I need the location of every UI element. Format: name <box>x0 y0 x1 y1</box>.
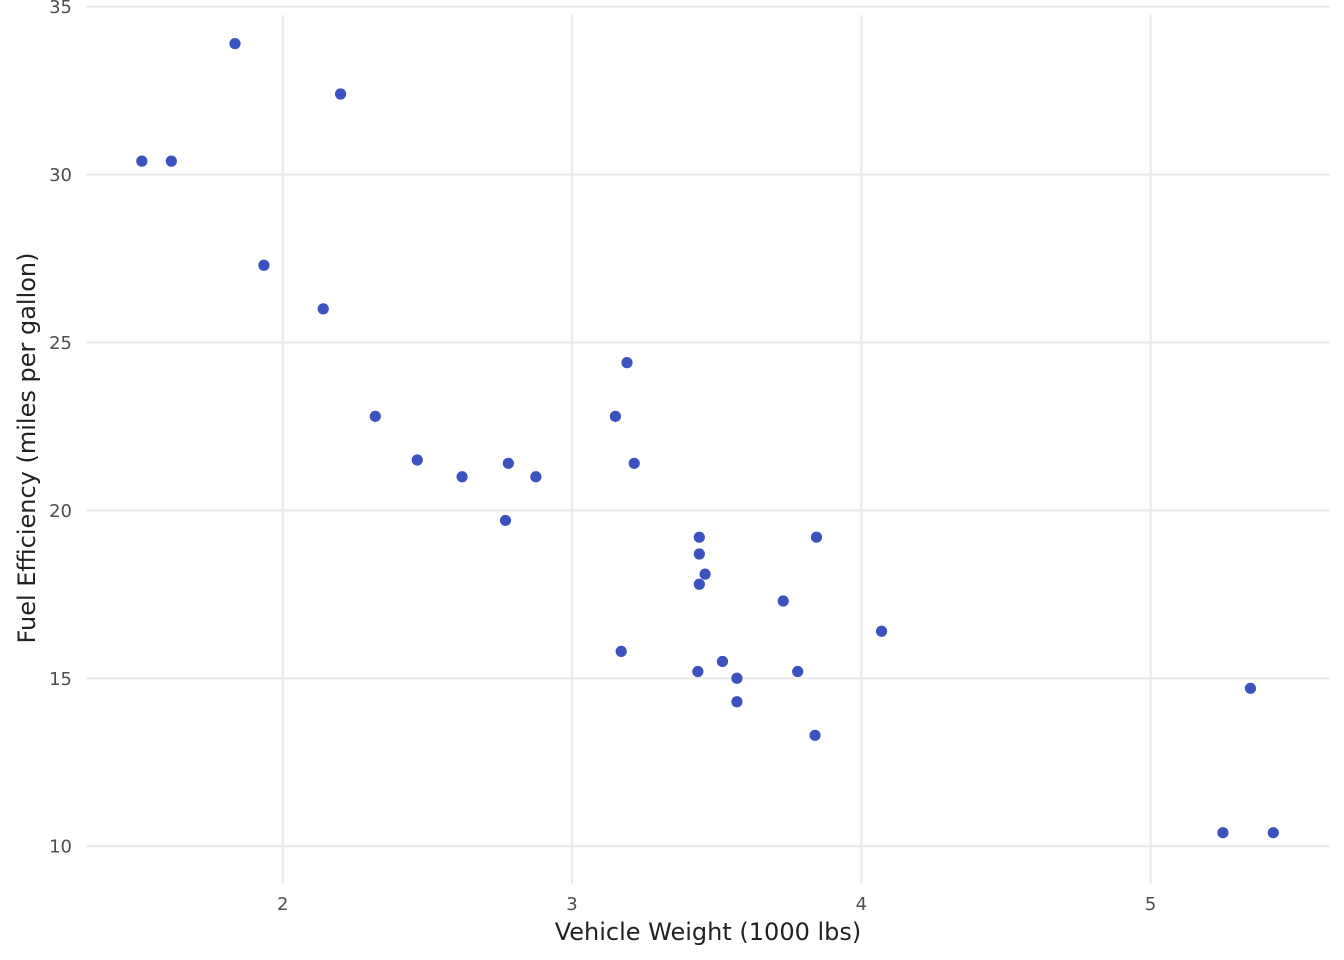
data-point <box>609 410 622 422</box>
data-point <box>716 655 729 668</box>
data-points <box>136 38 1279 839</box>
data-point <box>502 457 514 469</box>
data-point <box>369 410 381 422</box>
data-point <box>456 471 468 483</box>
grid-lines <box>86 5 1330 884</box>
data-point <box>777 595 789 607</box>
x-tick-label: 5 <box>1145 894 1156 915</box>
y-axis-ticks: 10 15 20 25 30 35 <box>49 0 72 858</box>
y-tick-label: 10 <box>49 837 72 858</box>
data-point <box>693 531 705 543</box>
data-point <box>530 471 542 483</box>
x-axis-title: Vehicle Weight (1000 lbs) <box>555 918 862 946</box>
x-tick-label: 3 <box>566 894 577 915</box>
y-tick-label: 25 <box>49 333 72 354</box>
x-axis-ticks: 2 3 4 5 <box>277 894 1156 915</box>
data-point <box>693 548 705 560</box>
y-axis-title: Fuel Efficiency (miles per gallon) <box>13 252 41 643</box>
data-point <box>411 454 423 466</box>
x-tick-label: 2 <box>277 894 288 915</box>
data-point <box>731 672 743 684</box>
data-point <box>809 729 821 741</box>
y-tick-label: 35 <box>49 0 72 18</box>
data-point <box>810 531 823 543</box>
data-point <box>699 568 711 580</box>
data-point <box>499 514 512 527</box>
data-point <box>731 696 743 708</box>
data-point <box>615 645 627 657</box>
data-point <box>1244 682 1257 694</box>
data-point <box>692 665 704 678</box>
data-point <box>1267 827 1279 839</box>
x-tick-label: 4 <box>856 894 867 915</box>
data-point <box>317 303 329 315</box>
data-point <box>693 578 705 590</box>
data-point <box>165 155 177 167</box>
data-point <box>334 88 347 100</box>
y-tick-label: 30 <box>49 165 72 186</box>
data-point <box>1217 827 1229 839</box>
data-point <box>621 357 633 369</box>
y-tick-label: 20 <box>49 501 72 522</box>
data-point <box>792 665 804 678</box>
data-point <box>875 625 888 637</box>
y-tick-label: 15 <box>49 669 72 690</box>
data-point <box>258 259 270 271</box>
data-point <box>136 155 148 167</box>
data-point <box>229 38 241 50</box>
data-point <box>628 457 640 469</box>
